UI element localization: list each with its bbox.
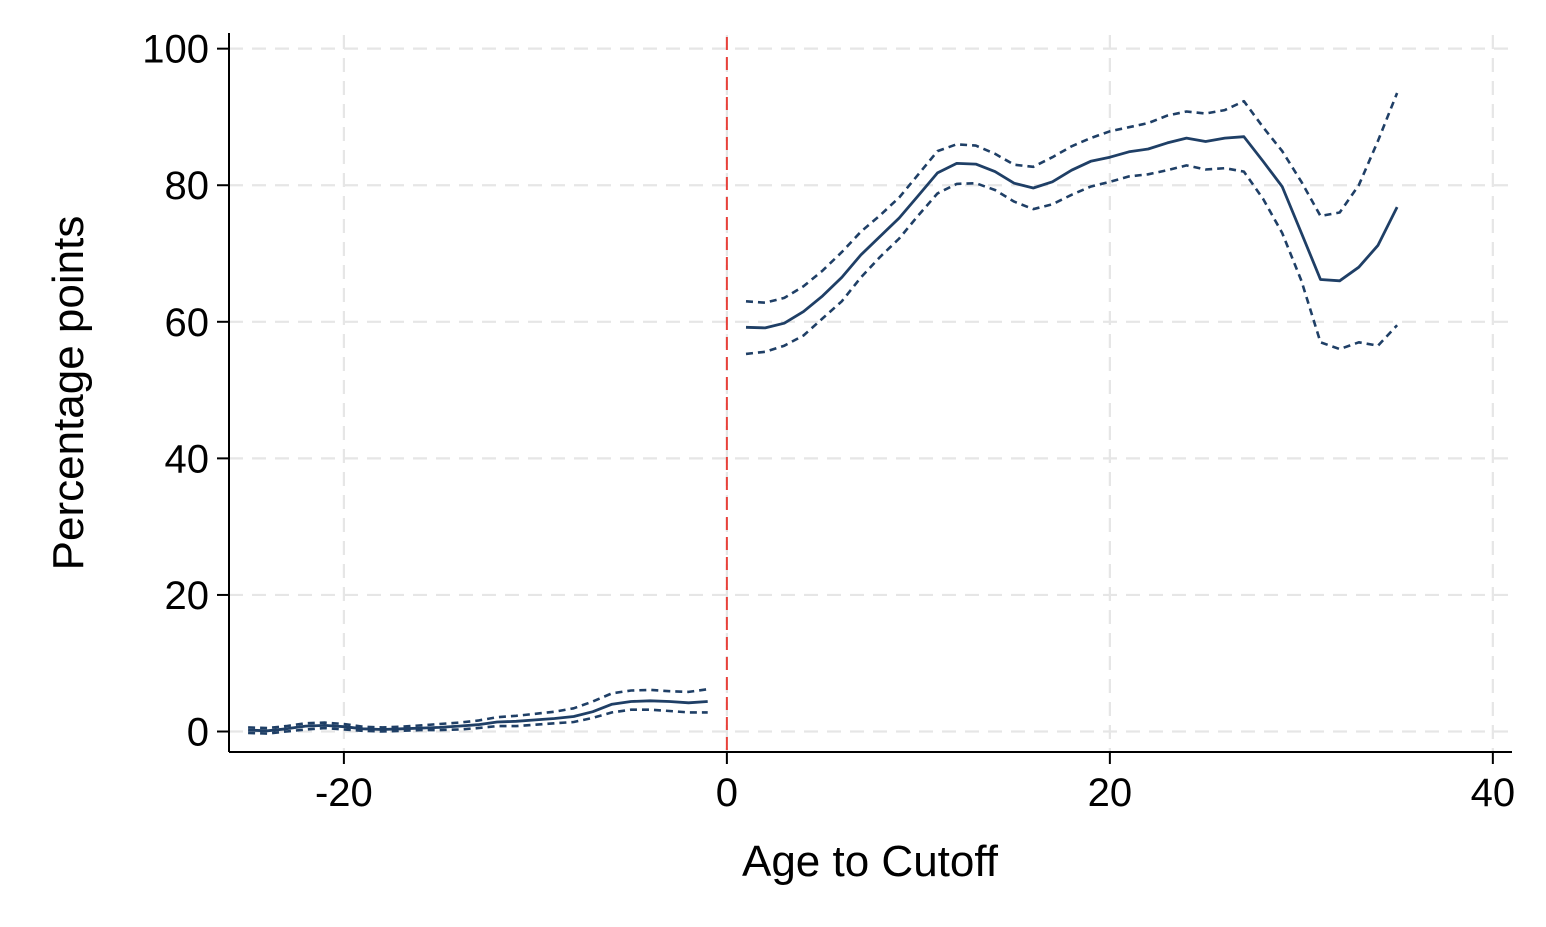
estimate-line-below xyxy=(248,699,708,733)
x-tick-label: 0 xyxy=(716,771,738,815)
confidence-band-line-below xyxy=(248,687,708,730)
confidence-band-line-below xyxy=(248,708,708,735)
x-tick-label: 20 xyxy=(1088,771,1133,815)
series-group xyxy=(248,92,1399,735)
x-axis-title: Age to Cutoff xyxy=(742,837,999,886)
y-axis-title: Percentage points xyxy=(44,216,93,571)
y-tick-label: 80 xyxy=(165,164,210,208)
confidence-band-line-above xyxy=(745,164,1399,356)
x-tick-label: 40 xyxy=(1471,771,1516,815)
grid xyxy=(229,35,1512,752)
y-tick-label: 60 xyxy=(165,301,210,345)
estimate-line-above xyxy=(745,135,1399,330)
x-tick-label: -20 xyxy=(315,771,373,815)
y-tick-label: 40 xyxy=(165,437,210,481)
confidence-band-line-above xyxy=(745,92,1399,305)
y-tick-label: 20 xyxy=(165,574,210,618)
axes: 0 20 40 60 80 100 -20 0 20 40 xyxy=(142,28,1515,815)
y-tick-label: 0 xyxy=(187,711,209,755)
y-tick-label: 100 xyxy=(142,28,209,72)
